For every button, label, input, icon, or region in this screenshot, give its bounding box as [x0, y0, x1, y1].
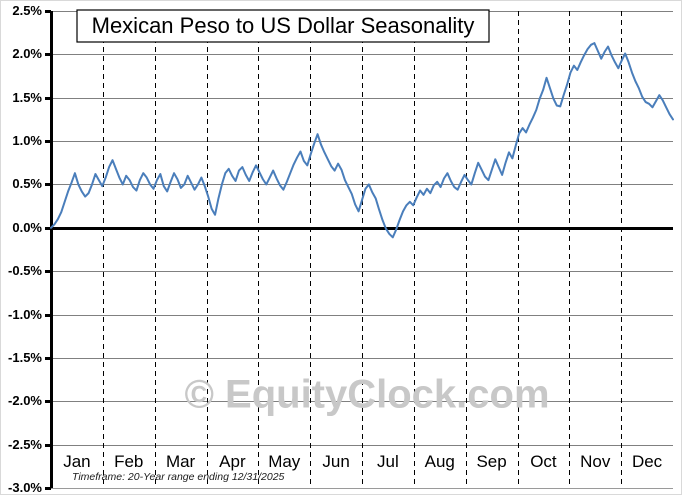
y-axis-tick-label: 1.5%	[12, 90, 42, 105]
watermark: © EquityClock.com	[184, 373, 549, 417]
x-axis-tick-label: Aug	[425, 452, 455, 471]
y-axis-tick-labels: 2.5% 2.0% 1.5% 1.0% 0.5% 0.0% -0.5% -1.0% -1.5% -…	[8, 3, 42, 495]
y-axis: 2.5% 2.0% 1.5% 1.0% 0.5% 0.0% -0.5% -1.0% -1.5% -…	[8, 3, 53, 495]
title-box	[76, 9, 490, 43]
x-axis-tick-label: Feb	[114, 452, 143, 471]
x-axis-tick-label: May	[268, 452, 301, 471]
y-axis-ticks	[45, 10, 51, 490]
x-axis-tick-label: Jul	[377, 452, 399, 471]
title-text: Mexican Peso to US Dollar Seasonality	[92, 13, 475, 38]
seasonality-line-series	[50, 42, 674, 239]
x-axis-tick-label: Oct	[530, 452, 557, 471]
x-axis-tick-label: Dec	[632, 452, 663, 471]
y-axis-tick-label: -1.0%	[8, 307, 42, 322]
y-axis-tick-label: 2.0%	[12, 46, 42, 61]
y-axis-tick-label: -2.5%	[8, 437, 42, 452]
x-axis-tick-label: Mar	[166, 452, 196, 471]
y-axis-tick-label: 2.5%	[12, 3, 42, 18]
x-axis-tick-label: Apr	[219, 452, 246, 471]
chart-title: Mexican Peso to US Dollar Seasonality	[76, 9, 490, 43]
x-axis-tick-label: Nov	[580, 452, 611, 471]
y-axis-tick-label: -1.5%	[8, 350, 42, 365]
x-axis-tick-label: Sep	[476, 452, 506, 471]
vertical-gridlines	[102, 11, 623, 488]
x-axis-tick-labels: Jan Feb Mar Apr May Jun Jul Aug Sep Oct Nov Dec	[63, 452, 662, 471]
y-axis-tick-label: 0.0%	[12, 220, 42, 235]
watermark-text: © EquityClock.com	[184, 373, 549, 417]
x-axis-tick-label: Jun	[322, 452, 349, 471]
y-axis-tick-label: -0.5%	[8, 263, 42, 278]
footnote-text: Timeframe: 20-Year range ending 12/31/20…	[72, 471, 285, 483]
y-axis-tick-label: -2.0%	[8, 393, 42, 408]
y-axis-tick-label: 1.0%	[12, 133, 42, 148]
y-axis-tick-label: -3.0%	[8, 480, 42, 495]
x-axis-tick-label: Jan	[63, 452, 90, 471]
y-axis-tick-label: 0.5%	[12, 176, 42, 191]
